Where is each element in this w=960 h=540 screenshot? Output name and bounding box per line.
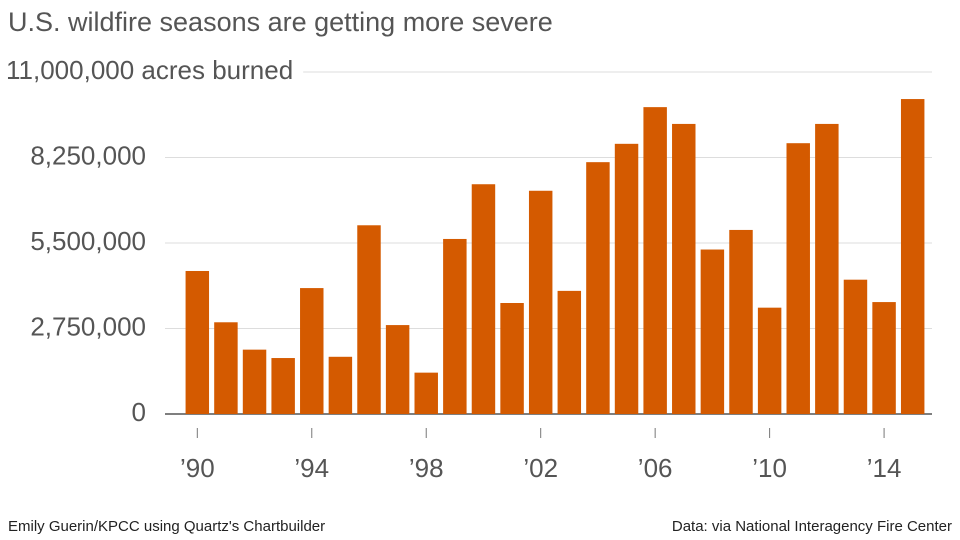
bar bbox=[614, 143, 639, 414]
bar bbox=[757, 307, 782, 414]
bar bbox=[672, 123, 696, 415]
bar bbox=[300, 288, 324, 414]
bar bbox=[528, 190, 553, 414]
y-tick-label: 11,000,000 acres burned bbox=[6, 55, 293, 85]
bar bbox=[471, 184, 496, 414]
bar bbox=[815, 123, 839, 415]
x-tick-label: ’06 bbox=[638, 453, 673, 483]
x-tick-label: ’94 bbox=[294, 453, 329, 483]
y-tick-label: 8,250,000 bbox=[30, 140, 146, 170]
bar bbox=[900, 99, 925, 415]
bar bbox=[872, 302, 896, 414]
chart-title: U.S. wildfire seasons are getting more s… bbox=[8, 7, 553, 37]
bar bbox=[557, 290, 582, 414]
bar bbox=[843, 279, 868, 414]
bar bbox=[643, 107, 667, 415]
bar bbox=[700, 249, 725, 414]
x-tick-label: ’98 bbox=[409, 453, 444, 483]
bar bbox=[729, 229, 753, 414]
x-tick-label: ’14 bbox=[867, 453, 902, 483]
bar bbox=[242, 349, 267, 414]
bar bbox=[414, 372, 438, 414]
bar bbox=[385, 325, 410, 414]
x-tick-label: ’90 bbox=[180, 453, 215, 483]
bar bbox=[185, 270, 210, 414]
x-tick-label: ’02 bbox=[523, 453, 558, 483]
bar bbox=[328, 356, 353, 414]
y-tick-label: 2,750,000 bbox=[30, 311, 146, 341]
bar bbox=[214, 322, 238, 414]
credit: Emily Guerin/KPCC using Quartz's Chartbu… bbox=[8, 518, 325, 535]
bar bbox=[586, 162, 610, 414]
bar bbox=[443, 238, 467, 414]
y-tick-label: 5,500,000 bbox=[30, 226, 146, 256]
source: Data: via National Interagency Fire Cent… bbox=[672, 518, 952, 535]
bar bbox=[786, 143, 810, 414]
x-tick-label: ’10 bbox=[752, 453, 787, 483]
bar bbox=[357, 225, 381, 414]
bar bbox=[271, 358, 295, 414]
bar bbox=[500, 303, 524, 414]
y-tick-label: 0 bbox=[132, 397, 146, 427]
